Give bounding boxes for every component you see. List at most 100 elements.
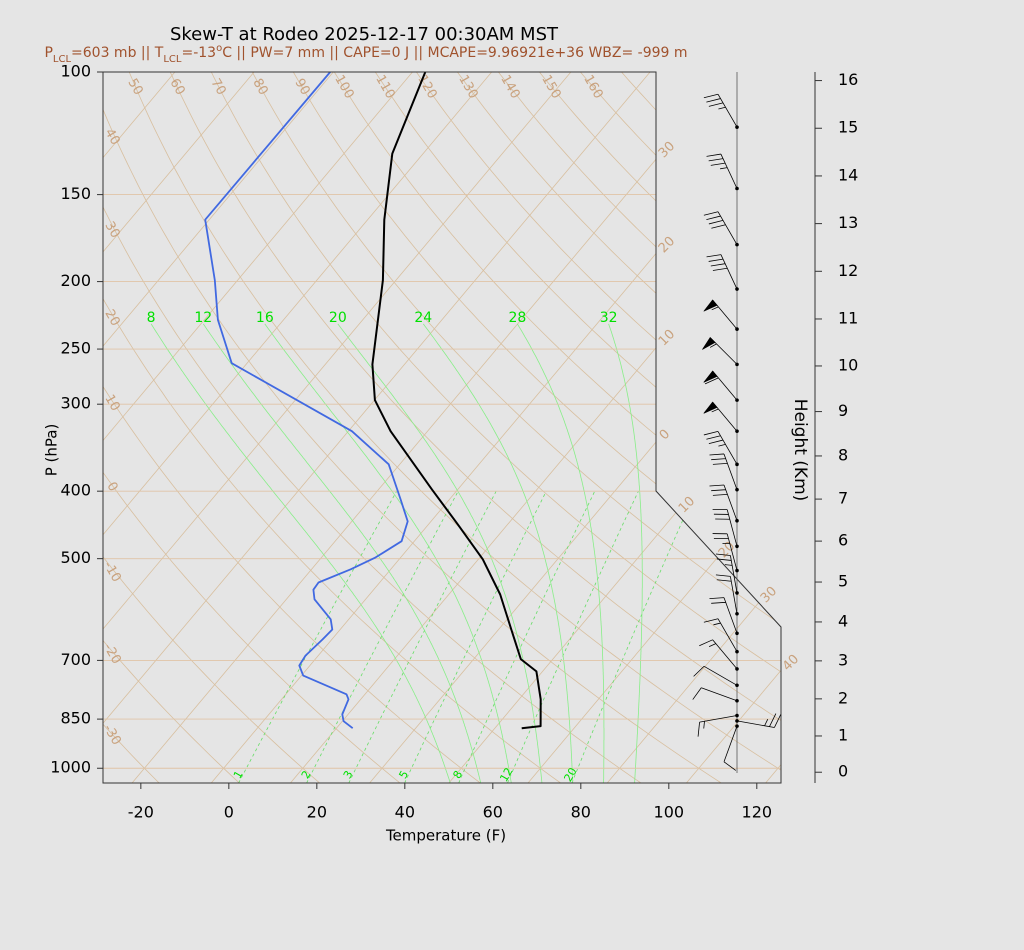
barb-shaft xyxy=(715,574,738,614)
mixing-ratio-label: 20 xyxy=(562,765,580,784)
dry-adiabat xyxy=(498,72,781,783)
wind-level-dot xyxy=(735,698,739,703)
wind-barb xyxy=(709,597,739,636)
y2-tick-label: 12 xyxy=(838,261,858,280)
moist-adiabat xyxy=(517,323,605,783)
x-tick-label: 100 xyxy=(654,803,685,822)
isotherm xyxy=(103,72,255,783)
mixing-ratio-label: 8 xyxy=(450,768,465,781)
y2-tick-label: 6 xyxy=(838,531,848,550)
barb-shaft xyxy=(736,713,782,728)
dry-adiabat-label: 120 xyxy=(414,72,439,101)
y2-tick-label: 0 xyxy=(838,762,848,781)
isotherm xyxy=(606,72,781,783)
wind-level-dot xyxy=(735,398,739,402)
dry-adiabat xyxy=(169,72,781,783)
isotherm xyxy=(103,72,334,783)
y-tick-label: 250 xyxy=(60,339,91,358)
dry-adiabat xyxy=(703,72,781,783)
wind-level-dot xyxy=(735,591,739,595)
barb-pennant xyxy=(702,337,716,350)
y2-tick-label: 16 xyxy=(838,70,858,89)
x-tick-label: 0 xyxy=(224,803,234,822)
y2-tick-label: 5 xyxy=(838,572,848,591)
barb-shaft xyxy=(706,254,738,290)
profiles xyxy=(204,71,542,730)
temperature-line xyxy=(371,71,542,730)
x-tick-label: 120 xyxy=(742,803,773,822)
moist-adiabat xyxy=(150,323,451,783)
wind-barb xyxy=(709,453,739,492)
dry-adiabat-label: 80 xyxy=(249,76,270,98)
dry-adiabat xyxy=(539,72,781,783)
dry-adiabat-label: 60 xyxy=(166,76,187,98)
dry-adiabat-label: 100 xyxy=(331,72,356,101)
moist-adiabat-label: 20 xyxy=(329,310,347,326)
dry-adiabat xyxy=(103,72,561,783)
moist-adiabat xyxy=(337,323,543,783)
subtitle-part: LCL xyxy=(163,54,182,65)
dry-adiabat-label: -20 xyxy=(100,641,124,667)
wind-level-dot xyxy=(735,186,739,191)
subtitle-part: C || PW=7 mm || CAPE=0 J || MCAPE=9.9692… xyxy=(222,45,687,61)
subtitle-part: LCL xyxy=(53,54,72,65)
isotherm xyxy=(103,72,176,783)
barb-shaft xyxy=(703,93,738,128)
wind-barbs xyxy=(692,93,782,771)
wind-barb xyxy=(706,153,739,191)
moist-adiabat xyxy=(202,323,482,783)
wind-barb xyxy=(703,211,739,247)
barb-shaft xyxy=(703,431,738,465)
moist-adiabat-label: 24 xyxy=(414,310,432,326)
dewpoint-line xyxy=(204,71,409,729)
wind-level-dot xyxy=(735,631,739,636)
barb-pennant xyxy=(703,370,718,383)
x-tick-label: 40 xyxy=(395,803,415,822)
y2-tick-label: 4 xyxy=(838,611,848,630)
y-tick-label: 300 xyxy=(60,394,91,413)
dry-adiabat-label: 40 xyxy=(101,126,122,148)
barb-shaft xyxy=(709,453,738,490)
wind-level-dot xyxy=(735,242,739,247)
dry-adiabat xyxy=(416,72,781,783)
wind-level-dot xyxy=(735,487,739,492)
isotherm-label: 0 xyxy=(657,427,673,443)
isotherm-label: 30 xyxy=(656,139,678,161)
moist-adiabat-label: 28 xyxy=(508,310,526,326)
subtitle-part: P xyxy=(44,45,52,61)
wind-barb xyxy=(706,254,739,291)
mixing-ratio-line xyxy=(306,491,459,783)
y-tick-label: 100 xyxy=(60,62,91,81)
isotherm xyxy=(131,72,730,783)
y2-tick-label: 2 xyxy=(838,688,848,707)
mixing-ratio-label: 5 xyxy=(397,768,412,781)
wind-barb xyxy=(735,713,782,728)
wind-barb xyxy=(715,574,739,616)
y-tick-label: 500 xyxy=(60,548,91,567)
moist-adiabat-label: 8 xyxy=(147,310,156,326)
dry-adiabat xyxy=(744,72,781,783)
barb-shaft xyxy=(692,687,738,702)
dry-adiabat xyxy=(374,72,781,783)
x-tick-label: 80 xyxy=(571,803,591,822)
dry-adiabat-label: 0 xyxy=(103,480,120,495)
y2-tick-label: 8 xyxy=(838,445,848,464)
wind-barb xyxy=(702,337,739,367)
dry-adiabat xyxy=(0,72,79,783)
wind-level-dot xyxy=(735,724,739,728)
wind-barb xyxy=(709,484,739,523)
isotherm xyxy=(369,72,781,783)
dry-adiabat-label: 20 xyxy=(101,307,122,329)
y2-tick-label: 3 xyxy=(838,650,848,669)
y-axis-title: P (hPa) xyxy=(43,424,61,477)
barb-shaft xyxy=(697,715,738,737)
dry-adiabat-label: 130 xyxy=(455,72,480,101)
mixing-ratio-label: 12 xyxy=(497,765,515,784)
wind-level-dot xyxy=(735,462,739,467)
x-tick-label: 20 xyxy=(307,803,327,822)
dry-adiabat xyxy=(103,72,320,783)
plot-frame xyxy=(102,71,782,784)
y-tick-label: 700 xyxy=(60,650,91,669)
wind-level-dot xyxy=(735,719,739,723)
